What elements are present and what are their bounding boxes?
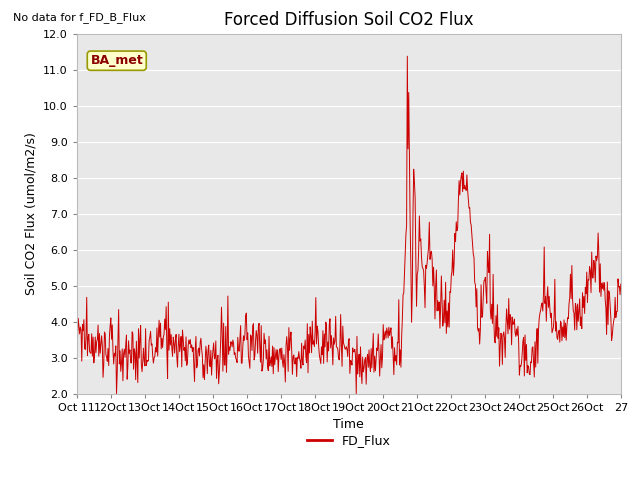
Text: No data for f_FD_B_Flux: No data for f_FD_B_Flux — [13, 12, 146, 23]
X-axis label: Time: Time — [333, 418, 364, 431]
Legend: FD_Flux: FD_Flux — [302, 429, 396, 452]
Title: Forced Diffusion Soil CO2 Flux: Forced Diffusion Soil CO2 Flux — [224, 11, 474, 29]
Y-axis label: Soil CO2 Flux (umol/m2/s): Soil CO2 Flux (umol/m2/s) — [24, 132, 38, 295]
Text: BA_met: BA_met — [90, 54, 143, 67]
